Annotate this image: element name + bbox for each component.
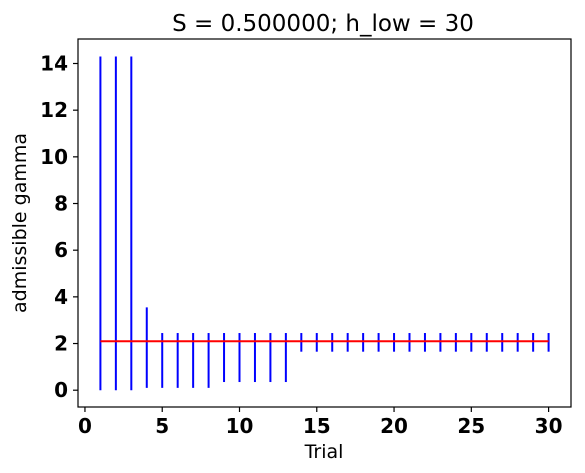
chart-title: S = 0.500000; h_low = 30 (172, 11, 474, 37)
y-tick-label: 4 (54, 285, 68, 309)
x-tick-label: 0 (78, 414, 92, 438)
plot-frame (77, 38, 572, 408)
y-axis-label: admissible gamma (9, 133, 31, 313)
x-tick-label: 15 (303, 414, 331, 438)
y-tick-label: 8 (54, 192, 68, 216)
y-tick-label: 12 (40, 98, 68, 122)
x-tick-label: 20 (380, 414, 408, 438)
x-axis: 0 5 10 15 20 25 30 (78, 407, 563, 438)
x-tick-label: 25 (457, 414, 485, 438)
y-axis: 0 2 4 6 8 10 12 14 (40, 52, 78, 402)
x-tick-label: 5 (155, 414, 169, 438)
x-tick-label: 30 (535, 414, 563, 438)
x-axis-label: Trial (304, 441, 344, 463)
plot-marks (99, 56, 550, 391)
y-tick-label: 6 (54, 238, 68, 262)
y-tick-label: 14 (40, 52, 68, 76)
y-tick-label: 2 (54, 332, 68, 356)
y-tick-label: 10 (40, 145, 68, 169)
x-tick-label: 10 (226, 414, 254, 438)
y-tick-label: 0 (54, 378, 68, 402)
